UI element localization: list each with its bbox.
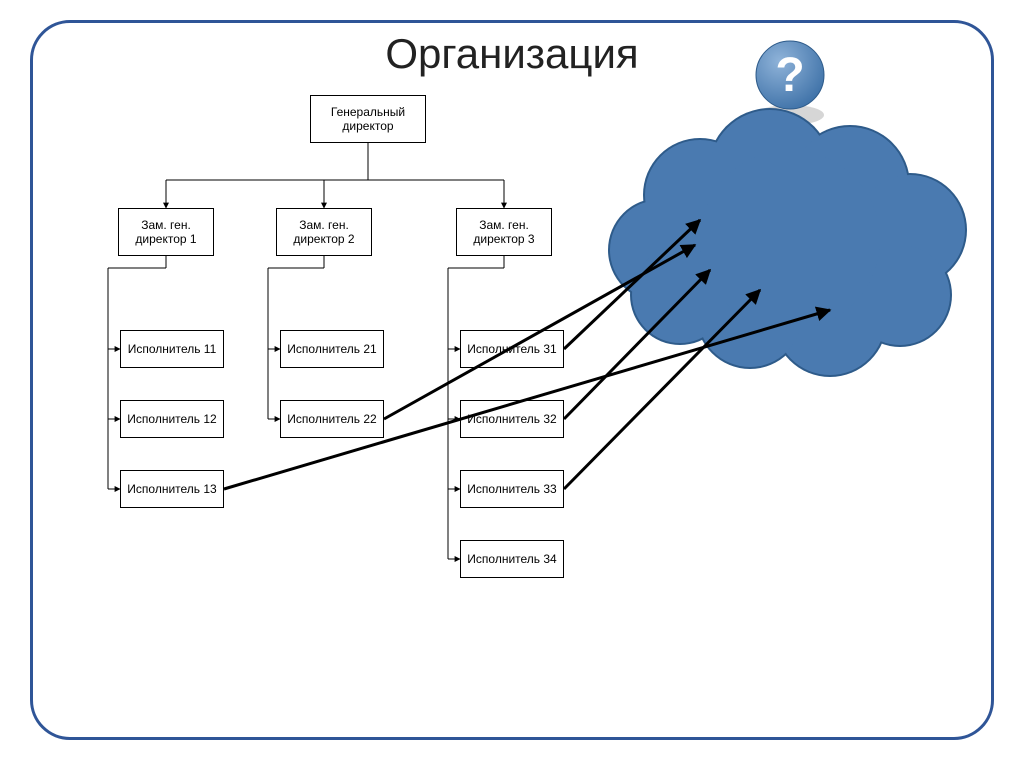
box-e34: Исполнитель 34 [460,540,564,578]
box-e13: Исполнитель 13 [120,470,224,508]
box-e31: Исполнитель 31 [460,330,564,368]
box-dep2: Зам. ген. директор 2 [276,208,372,256]
page-title: Организация [0,30,1024,78]
cloud-label: ПРОЕКТ [760,232,840,255]
slide-frame [30,20,994,740]
box-dep1: Зам. ген. директор 1 [118,208,214,256]
box-e11: Исполнитель 11 [120,330,224,368]
box-dep3: Зам. ген. директор 3 [456,208,552,256]
box-e33: Исполнитель 33 [460,470,564,508]
box-e32: Исполнитель 32 [460,400,564,438]
box-e12: Исполнитель 12 [120,400,224,438]
box-e22: Исполнитель 22 [280,400,384,438]
box-e21: Исполнитель 21 [280,330,384,368]
box-root: Генеральный директор [310,95,426,143]
